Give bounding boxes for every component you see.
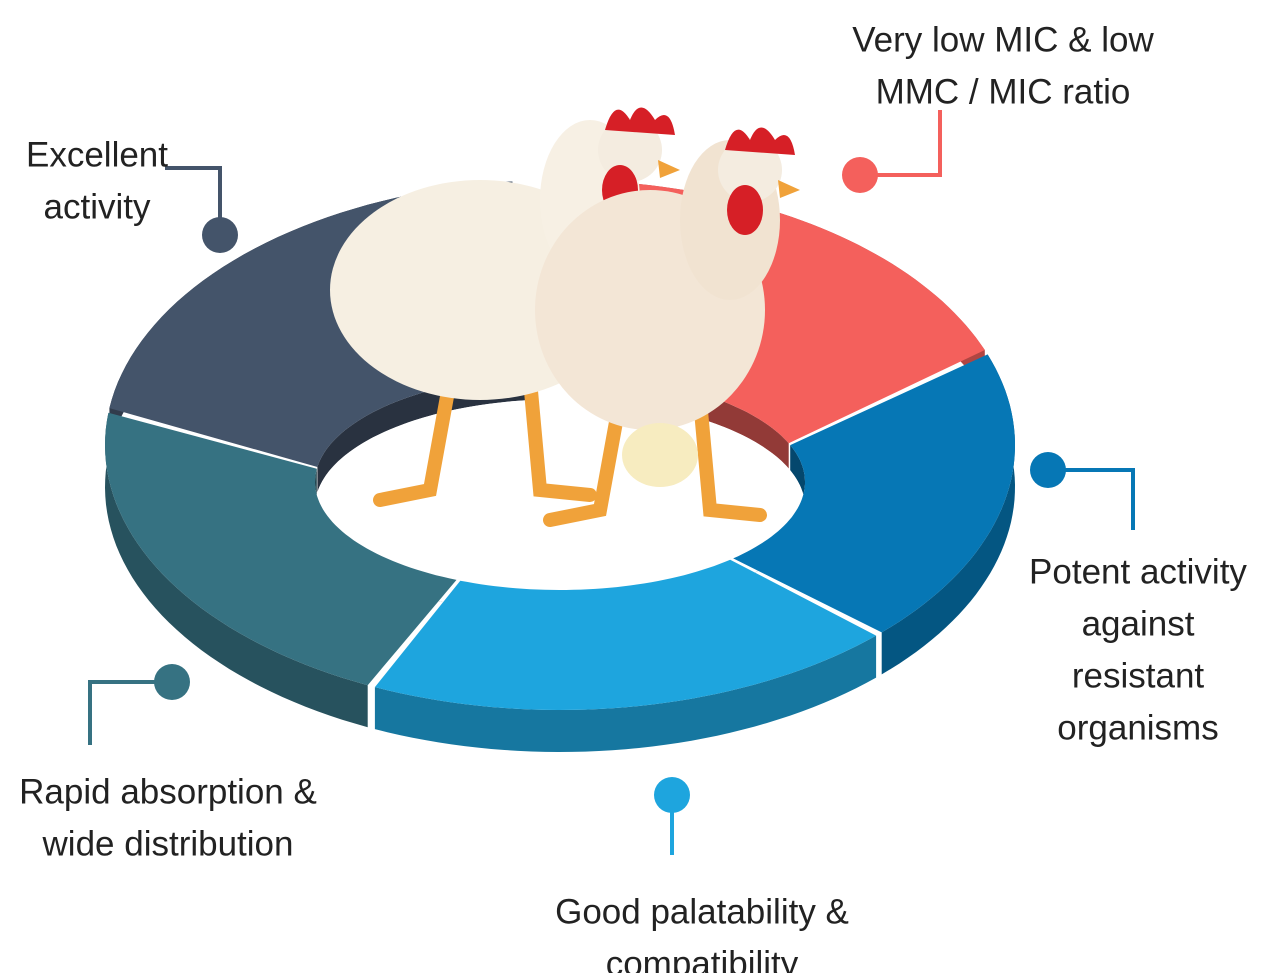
label-line: Potent activity — [1029, 552, 1247, 591]
callout-dot — [1030, 452, 1066, 488]
callout-dot — [202, 217, 238, 253]
callout-dot — [154, 664, 190, 700]
label-line: Good palatability & — [555, 892, 849, 931]
label-line: against — [1082, 604, 1195, 643]
chicken-beak — [778, 180, 800, 198]
infographic: Excellent activity Very low MIC & low MMC /… — [0, 0, 1268, 973]
callout-dot — [842, 157, 878, 193]
label-line: Rapid absorption & — [19, 772, 317, 811]
label-line: Excellent — [26, 135, 168, 174]
label-line: Very low MIC & low — [852, 20, 1154, 59]
label-line: compatibility — [606, 944, 799, 973]
chicken-beak — [658, 160, 680, 178]
chicken-wattle — [727, 185, 763, 235]
label-line: organisms — [1057, 708, 1218, 747]
label-line: activity — [44, 187, 151, 226]
label-line: MMC / MIC ratio — [876, 72, 1131, 111]
label-line: wide distribution — [42, 824, 294, 863]
label-line: resistant — [1072, 656, 1205, 695]
callout-dot — [654, 777, 690, 813]
chick — [622, 423, 698, 487]
